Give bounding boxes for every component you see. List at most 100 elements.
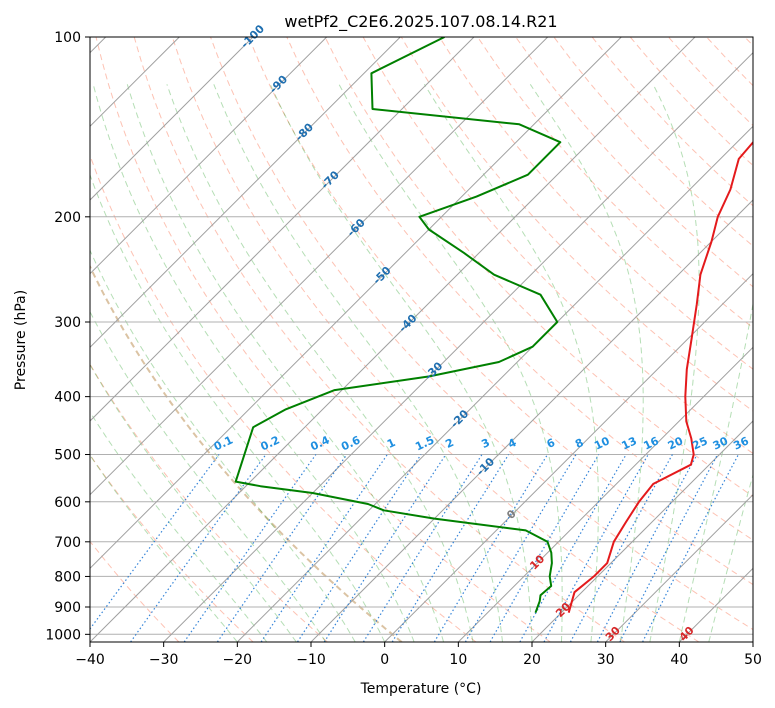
x-axis-tick-label: 30 [597,652,615,668]
dry-adiabat-line [133,37,625,642]
dry-adiabat-line [248,37,753,586]
dry-adiabat-line [90,264,403,642]
series-layer [234,37,753,614]
isotherm-gridline [90,37,475,422]
y-axis-tick-label: 300 [54,315,81,331]
moist-adiabat-line [90,310,327,642]
moist-adiabat-line [649,84,700,642]
moist-adiabat-line [90,363,297,642]
mixing-ratio-line [433,454,549,642]
y-axis-tick-label: 800 [54,569,81,585]
dry-adiabat-line [324,37,753,498]
dry-adiabat-line [362,37,753,455]
x-axis-tick-label: −30 [149,652,179,668]
y-axis-tick-label: 200 [54,210,81,226]
moist-adiabat-line [423,84,599,642]
x-axis-tick-label: 50 [744,652,762,668]
moist-adiabat-line [90,411,268,642]
isotherm-gridline [384,272,753,642]
isotherm-gridline [531,420,753,642]
dry-adiabat-line [515,37,753,288]
isotherm-gridline [163,51,753,642]
x-axis-tick-label: 10 [449,652,467,668]
dry-adiabat-line [90,363,328,642]
isotherm-gridline [90,37,401,349]
moist-adiabat-line [708,473,753,642]
x-axis-label: Temperature (°C) [360,681,482,697]
x-axis-tick-label: −10 [296,652,326,668]
mixing-ratio-label: 10 [592,434,612,452]
mixing-ratio-line [90,454,220,630]
x-axis-tick-label: 0 [380,652,389,668]
temperature-profile-line [567,140,753,613]
moist-adiabat-line [166,84,474,642]
mixing-ratio-line [260,454,388,642]
isotherm-gridline [90,37,549,496]
isotherm-gridline [90,37,254,201]
axes-layer: −40 −30 −20 −10 0 10 20 30 40 50 100 200 300 400 500 60… [45,30,762,668]
y-axis-tick-label: 500 [54,448,81,464]
dry-adiabat-line [286,37,753,541]
isotherm-gridline [457,346,753,642]
mixing-ratio-line [130,454,267,642]
moist-adiabat-line [90,173,386,642]
isotherm-gridline [605,493,753,642]
moist-adiabat-line [338,84,563,642]
y-axis-tick-label: 700 [54,535,81,551]
dry-adiabat-line [210,37,753,631]
grid-layer [90,37,753,642]
mixing-ratio-label: 20 [666,434,686,452]
x-axis-tick-label: −40 [75,652,105,668]
isotherm-gridline [310,199,753,642]
y-axis-tick-label: 1000 [45,627,81,643]
moist-adiabat-line [90,454,238,642]
mixing-ratio-line [183,454,317,642]
dry-adiabat-line [477,37,753,329]
y-axis-label: Pressure (hPa) [13,290,29,390]
adiabats-layer [90,37,753,642]
dry-adiabat-line [90,453,254,642]
moist-adiabat-line [678,301,753,642]
mixing-ratio-label: 13 [620,434,639,452]
mixing-ratio-layer [90,454,739,642]
mixing-ratio-line [464,454,577,642]
x-axis-tick-label: 40 [670,652,688,668]
moist-adiabat-line [92,84,415,642]
chart-title: wetPf2_C2E6.2025.107.08.14.R21 [284,12,557,32]
isotherm-gridline [90,37,328,275]
moist-adiabat-line [269,84,533,642]
mixing-ratio-line [489,454,600,642]
dry-adiabat-line [400,37,753,412]
dewpoint-profile-line [234,37,562,614]
x-axis-tick-label: −20 [223,652,253,668]
plot-frame [89,36,754,643]
mixing-ratio-line [323,454,447,642]
dry-adiabat-line [171,37,700,642]
mixing-ratio-line [569,454,673,642]
moist-adiabat-line [213,84,503,642]
isotherm-gridline [90,37,622,570]
isotherm-gridline [90,37,696,642]
mixing-ratio-label: 30 [711,434,731,452]
mixing-ratio-label: 25 [690,434,709,452]
mixing-ratio-label: 16 [642,434,662,452]
plot-area [90,37,753,642]
dry-adiabat-line [90,153,477,642]
y-axis-tick-label: 900 [54,600,81,616]
y-axis-tick-label: 600 [54,495,81,511]
x-axis-tick-label: 20 [523,652,541,668]
mixing-ratio-line [296,454,422,642]
mixing-ratio-line [596,454,698,642]
moist-adiabat-line [529,84,644,642]
dry-adiabat-line [95,37,551,642]
mixing-ratio-label: 36 [731,434,751,452]
y-axis-tick-label: 100 [54,30,81,46]
dry-adiabat-line [438,37,753,370]
moist-adiabat-line [126,84,445,642]
moist-adiabat-line [90,249,356,642]
y-axis-tick-label: 400 [54,390,81,406]
mixing-ratio-line [216,454,348,642]
mixing-ratio-line [519,454,627,642]
